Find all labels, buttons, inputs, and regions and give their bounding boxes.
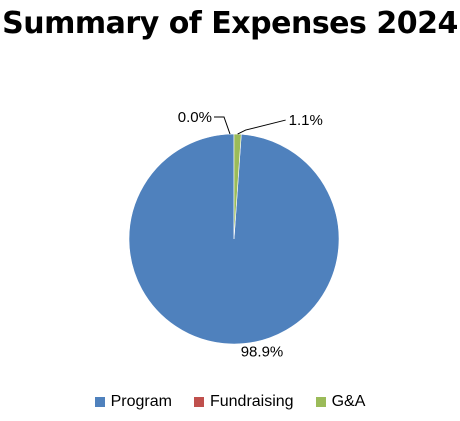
pie-chart: 98.9% 0.0% 1.1% xyxy=(128,109,340,361)
legend-swatch-program xyxy=(94,397,105,407)
chart-title: Summary of Expenses 2024 xyxy=(2,6,458,41)
data-label-program: 98.9% xyxy=(241,344,284,361)
data-labels: 98.9% 0.0% 1.1% xyxy=(178,109,323,361)
legend-item-ga: G&A xyxy=(315,393,366,411)
legend-swatch-ga xyxy=(315,397,326,407)
legend-item-program: Program xyxy=(94,393,172,411)
leader-lines xyxy=(214,116,286,135)
data-label-fundraising: 0.0% xyxy=(178,109,212,126)
leader-line-fundraising xyxy=(214,116,231,135)
legend-label-fundraising: Fundraising xyxy=(209,393,294,410)
legend-item-fundraising: Fundraising xyxy=(193,393,294,411)
leader-line-ga xyxy=(237,119,286,135)
legend: Program Fundraising G&A xyxy=(0,393,460,411)
pie-slice-ga xyxy=(233,133,242,240)
legend-swatch-fundraising xyxy=(193,397,204,407)
legend-label-program: Program xyxy=(110,393,172,410)
pie-slices xyxy=(128,133,340,345)
data-label-ga: 1.1% xyxy=(289,112,323,129)
legend-label-ga: G&A xyxy=(331,393,366,410)
